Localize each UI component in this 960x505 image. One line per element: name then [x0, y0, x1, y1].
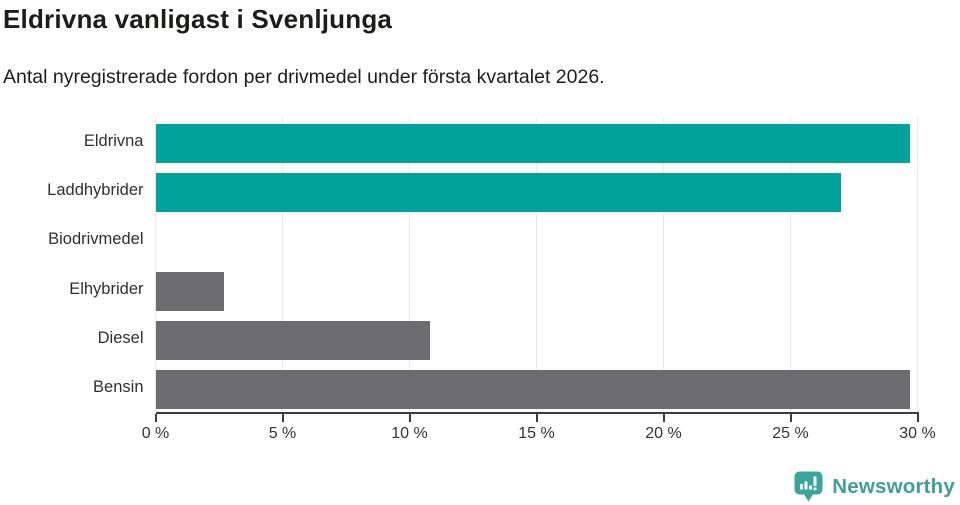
x-axis-tick-label: 5 % — [268, 425, 297, 442]
category-label: Diesel — [97, 328, 144, 347]
x-axis-tick-label: 0 % — [141, 425, 170, 442]
gridline-15 — [536, 117, 537, 412]
category-label: Biodrivmedel — [48, 230, 144, 249]
x-axis-tick-label: 20 % — [645, 425, 682, 442]
category-label: Laddhybrider — [47, 181, 144, 200]
gridline-10 — [409, 117, 410, 412]
gridline-0 — [155, 117, 156, 412]
x-axis-tick-label: 30 % — [899, 425, 936, 442]
gridline-25 — [790, 117, 791, 412]
chart-subtitle: Antal nyregistrerade fordon per drivmede… — [3, 66, 605, 88]
x-axis-tick — [408, 414, 411, 422]
x-axis-tick — [281, 414, 284, 422]
category-label: Elhybrider — [69, 279, 144, 298]
category-label: Eldrivna — [83, 132, 144, 150]
bar-eldrivna — [155, 124, 910, 164]
bar-chart: Eldrivna Laddhybrider Biodrivmedel Elhybrid… — [47, 117, 936, 442]
newsworthy-logo-icon — [794, 471, 823, 502]
bar-elhybrider — [155, 271, 225, 311]
x-axis-tick — [154, 414, 157, 422]
newsworthy-brand-text: Newsworthy — [832, 474, 955, 498]
bar-diesel — [155, 320, 430, 360]
gridline-30 — [917, 117, 918, 412]
newsworthy-branding: Newsworthy — [794, 471, 955, 502]
x-axis-tick-label: 10 % — [391, 425, 428, 442]
bar-bensin — [155, 369, 910, 409]
chart-title: Eldrivna vanligast i Svenljunga — [3, 4, 393, 34]
x-axis-line — [155, 412, 919, 414]
gridline-5 — [282, 117, 283, 412]
bar-laddhybrider — [155, 173, 842, 213]
x-axis-tick — [662, 414, 665, 422]
category-label: Bensin — [93, 377, 144, 396]
x-axis-tick — [535, 414, 538, 422]
x-axis-tick — [916, 414, 919, 422]
x-axis-tick-label: 25 % — [772, 425, 809, 442]
x-axis-tick-label: 15 % — [518, 425, 555, 442]
x-axis-tick — [789, 414, 792, 422]
gridline-20 — [663, 117, 664, 412]
